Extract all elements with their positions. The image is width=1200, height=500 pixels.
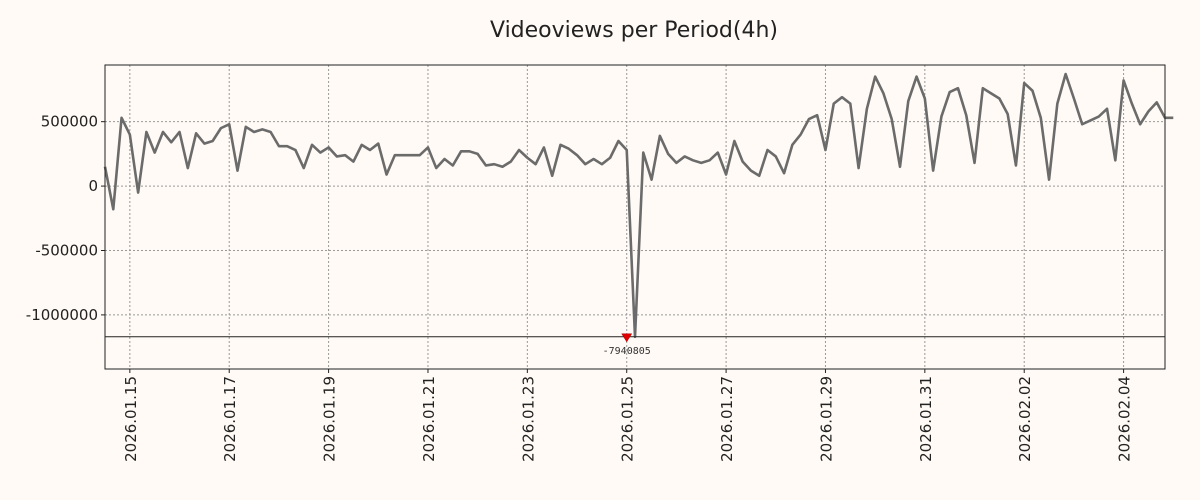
x-axis-ticks: 2026.01.15 2026.01.17 2026.01.19 2026.01.21… — [122, 369, 1134, 462]
series-layer — [103, 72, 1174, 339]
y-tick-label: 500000 — [41, 113, 98, 131]
clip-layer: -7940805 — [105, 333, 1165, 357]
x-tick-label: 2026.01.31 — [917, 376, 935, 462]
y-tick-label: 0 — [88, 177, 98, 195]
x-tick-label: 2026.01.25 — [619, 376, 637, 462]
chart-title: Videoviews per Period(4h) — [490, 18, 778, 43]
x-tick-label: 2026.02.04 — [1116, 376, 1134, 462]
x-tick-label: 2026.02.02 — [1016, 376, 1034, 462]
x-tick-label: 2026.01.19 — [321, 376, 339, 462]
y-axis-ticks: 500000 0 -500000 -1000000 — [26, 113, 105, 324]
x-tick-label: 2026.01.27 — [718, 376, 736, 462]
clipped-point-label: -7940805 — [603, 346, 651, 357]
y-tick-label: -1000000 — [26, 306, 98, 324]
x-tick-label: 2026.01.29 — [817, 376, 835, 462]
plot-area-frame — [104, 64, 1166, 370]
series-line-videoviews — [103, 72, 1174, 339]
x-tick-label: 2026.01.23 — [519, 376, 537, 462]
x-tick-label: 2026.01.21 — [420, 376, 438, 462]
clipped-point-marker — [621, 333, 633, 343]
x-tick-label: 2026.01.17 — [221, 376, 239, 462]
x-tick-label: 2026.01.15 — [122, 376, 140, 462]
y-tick-label: -500000 — [35, 241, 98, 259]
